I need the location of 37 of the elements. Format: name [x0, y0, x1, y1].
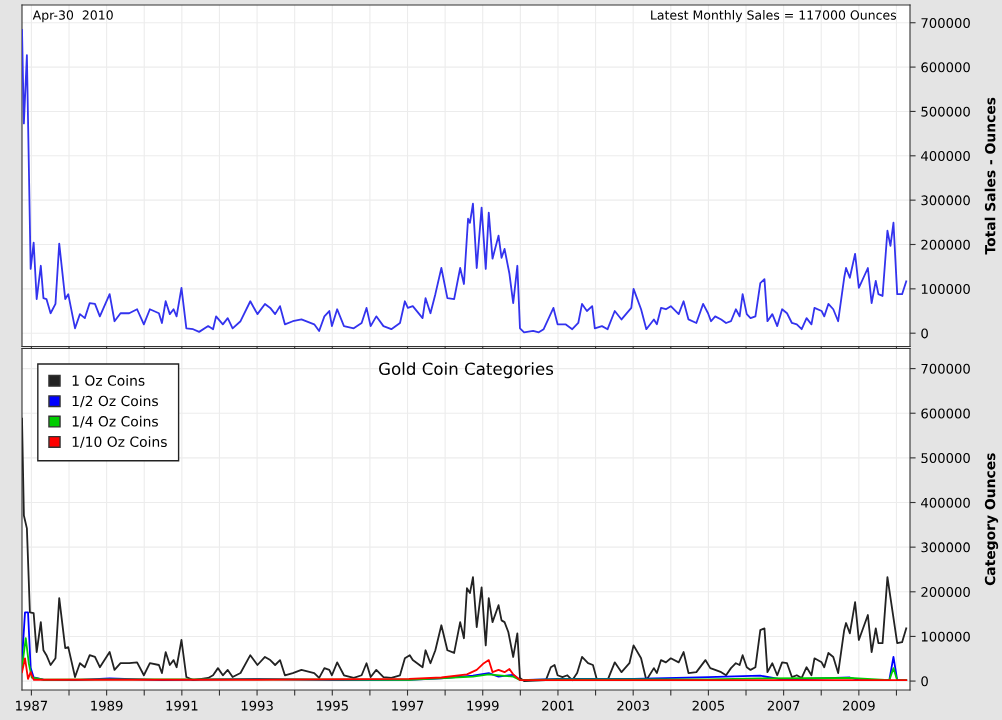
- x-tick-label: 2005: [692, 700, 725, 711]
- y-tick-label: 700000: [921, 363, 970, 374]
- y-tick-label: 200000: [921, 239, 970, 250]
- y-tick-label: 0: [921, 328, 928, 339]
- x-tick-label: 1987: [16, 700, 48, 711]
- y-tick-label: 0: [921, 676, 928, 687]
- legend-label: 1/2 Oz Coins: [72, 395, 158, 408]
- legend-label: 1 Oz Coins: [72, 375, 145, 386]
- legend-label: 1/10 Oz Coins: [72, 436, 167, 449]
- y-tick-label: 200000: [921, 587, 970, 597]
- y-tick-label: 300000: [921, 195, 970, 206]
- x-tick-label: 2001: [542, 700, 574, 711]
- y-tick-label: 400000: [921, 497, 970, 508]
- y-tick-label: 700000: [921, 17, 970, 28]
- legend-label: 1/4 Oz Coins: [72, 415, 158, 428]
- x-tick-label: 1991: [166, 700, 198, 711]
- y-tick-label: 400000: [921, 151, 970, 161]
- y-tick-label: 300000: [921, 542, 970, 553]
- y-tick-label: 100000: [921, 284, 970, 295]
- x-tick-label: 2009: [843, 700, 875, 711]
- x-tick-label: 1997: [392, 700, 424, 711]
- x-tick-label: 2003: [617, 700, 649, 711]
- y-tick-label: 600000: [921, 62, 970, 73]
- annotation: Apr-30 2010: [32, 10, 113, 23]
- annotation: Latest Monthly Sales = 117000 Ounces: [651, 10, 897, 23]
- x-tick-label: 1995: [316, 700, 348, 711]
- x-tick-label: 2007: [767, 700, 800, 711]
- y-tick-label: 600000: [921, 408, 970, 419]
- y-tick-label: 500000: [921, 106, 970, 117]
- y-tick-label: 500000: [921, 453, 970, 464]
- y-axis-title: Total Sales - Ounces: [984, 97, 996, 255]
- x-tick-label: 1999: [467, 700, 499, 711]
- y-axis-title: Category Ounces: [984, 453, 999, 586]
- x-tick-label: 1989: [91, 700, 123, 711]
- y-tick-label: 100000: [921, 631, 970, 642]
- x-tick-label: 1993: [241, 700, 273, 711]
- text: Gold Coin Categories: [379, 362, 554, 379]
